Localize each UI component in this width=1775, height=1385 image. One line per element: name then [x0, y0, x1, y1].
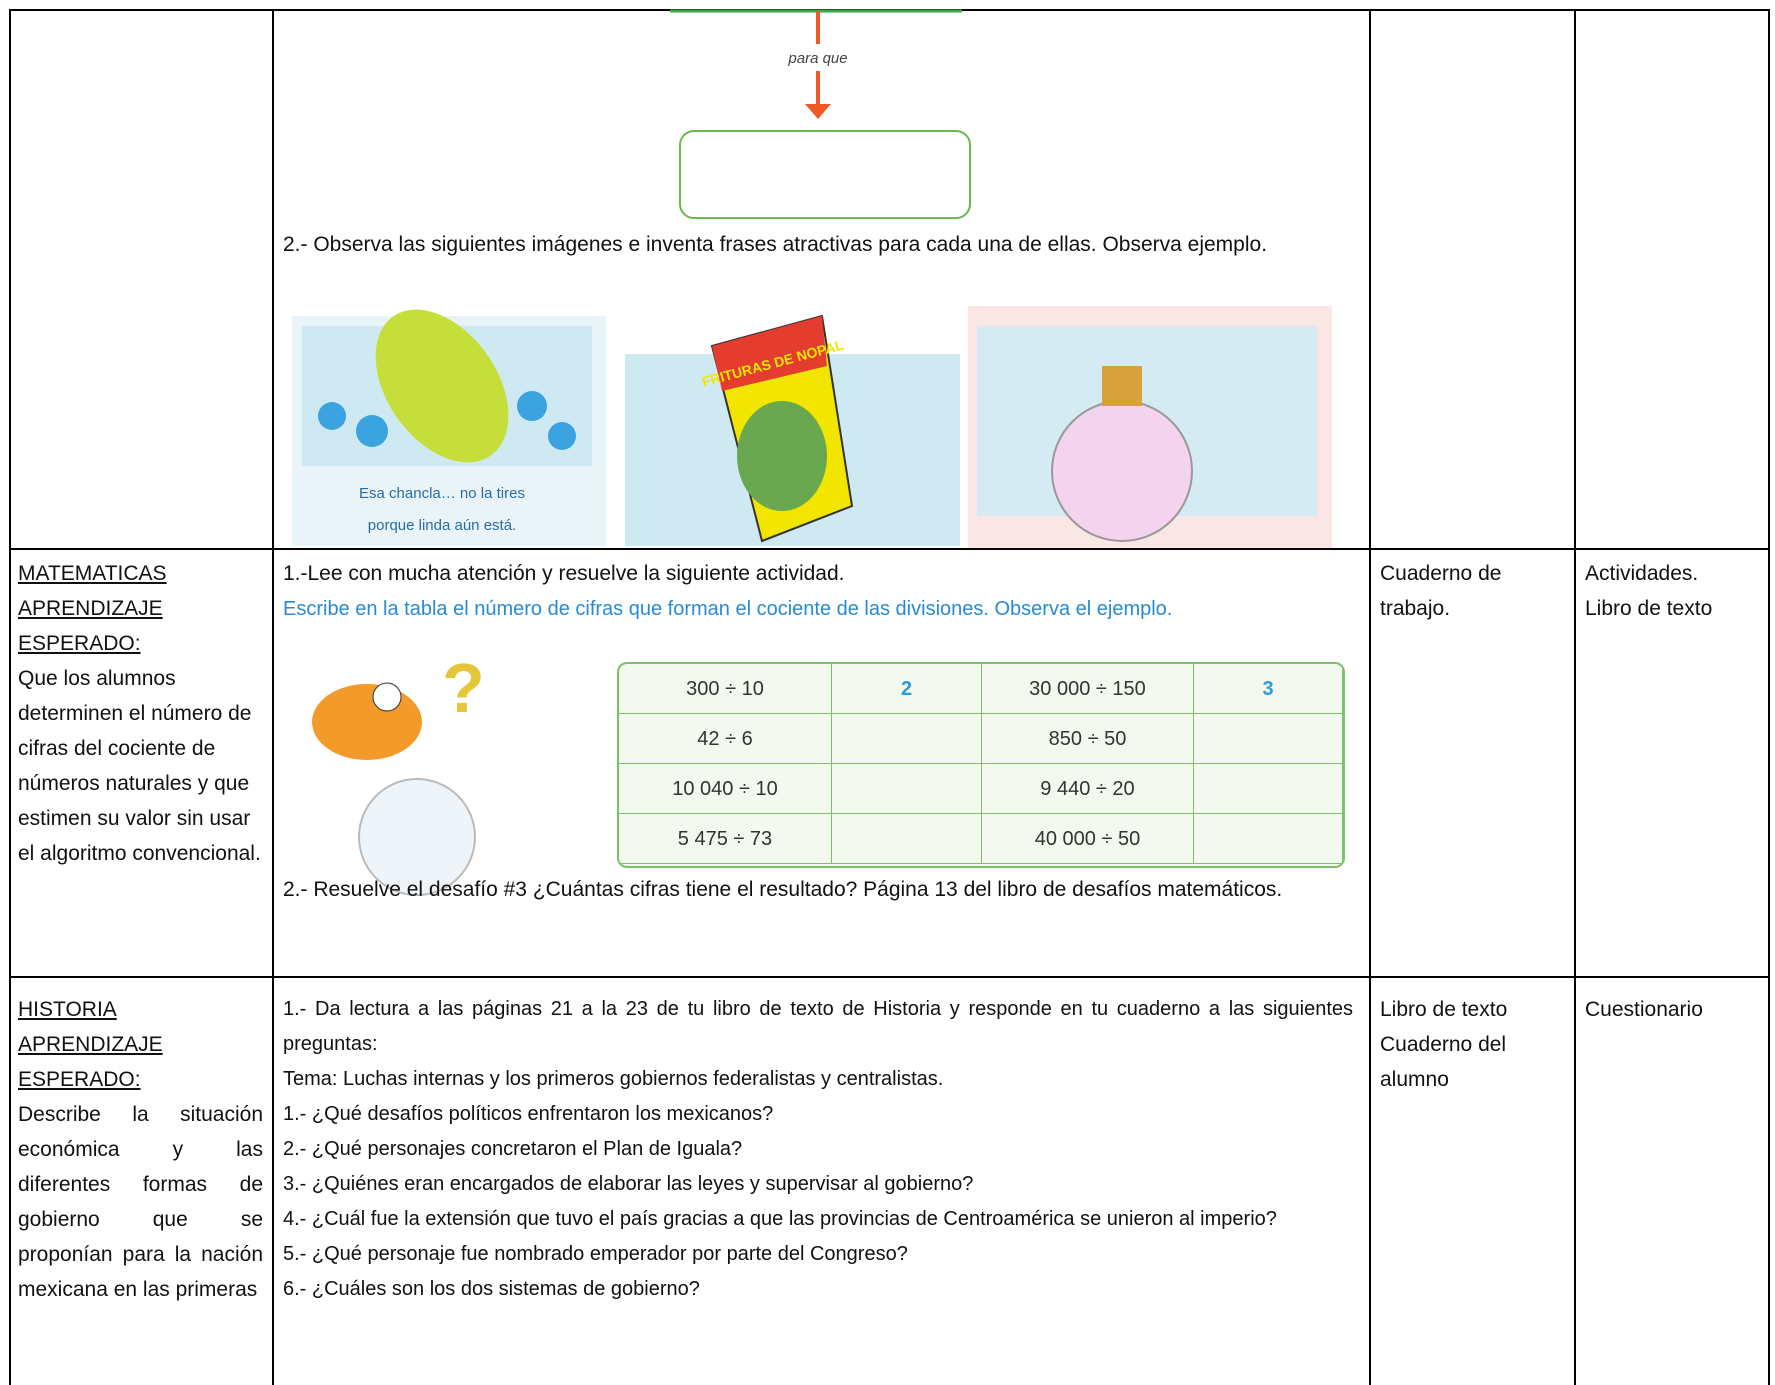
evaluation: Libro de texto	[1585, 597, 1713, 620]
prompt: Escribe en la tabla el número de cifras …	[283, 598, 1173, 620]
subject-title: ESPERADO:	[18, 1068, 141, 1091]
material: Cuaderno del alumno	[1380, 1033, 1507, 1091]
subject-cell: MATEMATICAS APRENDIZAJE ESPERADO: Que lo…	[18, 556, 263, 871]
table-cell: 30 000 ÷ 150	[982, 664, 1194, 714]
border	[1574, 9, 1576, 1385]
table-cell: 3	[1194, 664, 1343, 714]
evaluation: Actividades.	[1585, 562, 1699, 585]
activity-line: 2.- ¿Qué personajes concretaron el Plan …	[283, 1138, 743, 1160]
activity: 2.- Resuelve el desafío #3 ¿Cuántas cifr…	[283, 878, 1283, 901]
activity-line: 1.- Da lectura a las páginas 21 a la 23 …	[283, 998, 1353, 1055]
border	[1768, 9, 1770, 1385]
table-cell	[1194, 714, 1343, 764]
activity-line: 5.- ¿Qué personaje fue nombrado emperado…	[283, 1243, 908, 1265]
subject-title: APRENDIZAJE	[18, 1033, 163, 1056]
activity-line: Tema: Luchas internas y los primeros gob…	[283, 1068, 944, 1090]
activity-line: 3.- ¿Quiénes eran encargados de elaborar…	[283, 1173, 974, 1195]
subject-title: APRENDIZAJE	[18, 597, 163, 620]
table-cell: 2	[832, 664, 982, 714]
border	[9, 548, 1769, 550]
fish-image: ?	[312, 657, 485, 896]
subject-title: HISTORIA	[18, 998, 117, 1021]
materials-cell: Cuaderno de trabajo.	[1380, 556, 1565, 626]
example-images: Esa chancla… no la tires porque linda aú…	[292, 306, 1332, 548]
border	[9, 9, 11, 1385]
image-caption: porque linda aún está.	[368, 517, 516, 534]
activity-list: 1.- Da lectura a las páginas 21 a la 23 …	[283, 992, 1353, 1307]
activity-line: 1.- ¿Qué desafíos políticos enfrentaron …	[283, 1103, 774, 1125]
subject-title: MATEMATICAS	[18, 562, 167, 585]
table-cell	[1194, 764, 1343, 814]
table-cell: 850 ÷ 50	[982, 714, 1194, 764]
table-cell	[1194, 814, 1343, 864]
concept-diagram: para que	[670, 9, 971, 219]
learning: Describe la situación económica y las di…	[18, 1103, 263, 1301]
border	[1369, 9, 1371, 1385]
material: Cuaderno de trabajo.	[1380, 562, 1502, 620]
activity-line: 6.- ¿Cuáles son los dos sistemas de gobi…	[283, 1278, 700, 1300]
activity: 1.-Lee con mucha atención y resuelve la …	[283, 562, 845, 585]
materials-cell: Libro de texto Cuaderno del alumno	[1380, 992, 1565, 1097]
subject-title: ESPERADO:	[18, 632, 141, 655]
image-caption: Esa chancla… no la tires	[359, 485, 525, 502]
table-cell: 300 ÷ 10	[619, 664, 832, 714]
division-table: 300 ÷ 10 2 30 000 ÷ 150 3 42 ÷ 6 850 ÷ 50 10 0…	[617, 662, 1345, 868]
material: Libro de texto	[1380, 998, 1508, 1021]
evaluation-cell: Cuestionario	[1585, 992, 1765, 1027]
table-cell	[832, 714, 982, 764]
table-cell: 9 440 ÷ 20	[982, 764, 1194, 814]
evaluation-cell: Actividades. Libro de texto	[1585, 556, 1765, 626]
instruction: 2.- Observa las siguientes imágenes e in…	[283, 233, 1268, 256]
table-cell: 10 040 ÷ 10	[619, 764, 832, 814]
table-cell: 40 000 ÷ 50	[982, 814, 1194, 864]
svg-text:?: ?	[442, 657, 485, 727]
learning: Que los alumnos determinen el número de …	[18, 667, 261, 865]
border	[9, 976, 1769, 978]
table-cell	[832, 764, 982, 814]
table-cell: 42 ÷ 6	[619, 714, 832, 764]
table-cell	[832, 814, 982, 864]
activity-line: 4.- ¿Cuál fue la extensión que tuvo el p…	[283, 1208, 1277, 1230]
subject-cell: HISTORIA APRENDIZAJE ESPERADO: Describe …	[18, 992, 263, 1307]
table-cell: 5 475 ÷ 73	[619, 814, 832, 864]
border	[272, 9, 274, 1385]
evaluation: Cuestionario	[1585, 998, 1703, 1021]
diagram-label: para que	[787, 50, 847, 67]
